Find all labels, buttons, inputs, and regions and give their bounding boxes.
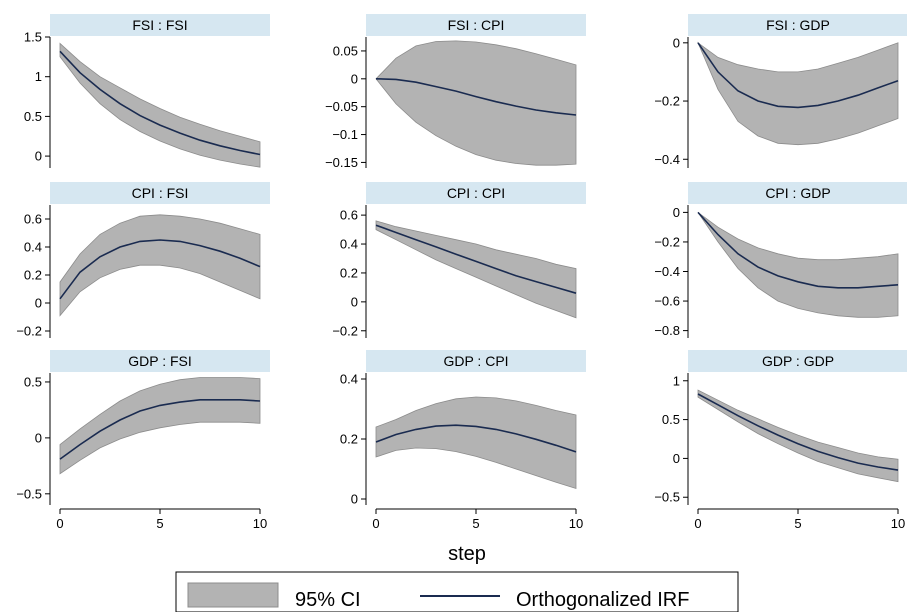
y-tick-label: −0.4: [654, 152, 680, 167]
panel-header: [50, 350, 270, 372]
legend-label-ci: 95% CI: [295, 589, 361, 611]
y-tick-label: 0: [673, 205, 680, 220]
ci-band: [375, 220, 577, 319]
panel-gdp-fsi: GDP : FSI 0.5 0 −0.5 0 5 10: [16, 350, 270, 531]
irf-line: [375, 78, 577, 116]
panel-fsi-gdp: FSI : GDP 0 −0.2 −0.4: [654, 14, 907, 168]
y-tick-label: −0.4: [654, 264, 680, 279]
y-tick-label: −0.5: [654, 490, 680, 505]
legend-label-irf: Orthogonalized IRF: [516, 589, 689, 611]
panel-header: [688, 350, 907, 372]
panel-title: FSI : FSI: [132, 17, 187, 33]
ci-band: [697, 212, 899, 318]
ci-band: [375, 396, 577, 490]
ci-band: [697, 389, 899, 483]
panel-header: [366, 350, 586, 372]
panel-title: GDP : CPI: [443, 353, 508, 369]
panel-header: [366, 182, 586, 204]
y-tick-label: 0.5: [24, 374, 42, 389]
panel-fsi-cpi: FSI : CPI 0.05 0 −0.05 −0.1 −0.15: [325, 14, 586, 170]
ci-band: [59, 214, 261, 317]
y-tick-label: −0.15: [325, 155, 358, 170]
y-tick-label: 0.2: [340, 432, 358, 447]
x-tick-label: 5: [156, 516, 163, 531]
y-tick-label: −0.2: [654, 234, 680, 249]
panel-header: [50, 182, 270, 204]
panel-title: FSI : CPI: [448, 17, 505, 33]
y-tick-label: 0.4: [24, 240, 42, 255]
y-tick-label: 0.5: [24, 109, 42, 124]
y-tick-label: 0.05: [333, 43, 358, 58]
y-tick-label: 0.2: [340, 265, 358, 280]
y-tick-label: 0.5: [662, 412, 680, 427]
x-tick-label: 5: [472, 516, 479, 531]
panel-grid: FSI : FSI 0 0.5 1 1.5 FSI : CPI 0.05 0 −0.05 −0.1…: [16, 14, 907, 531]
panel-cpi-gdp: CPI : GDP 0 −0.2 −0.4 −0.6 −0.8: [654, 182, 907, 338]
y-tick-label: 1.5: [24, 30, 42, 45]
y-tick-label: 0: [351, 492, 358, 507]
x-tick-label: 0: [694, 516, 701, 531]
y-tick-label: 0.2: [24, 268, 42, 283]
panel-title: FSI : GDP: [766, 17, 830, 33]
ci-band: [697, 41, 899, 146]
panel-title: GDP : FSI: [128, 353, 192, 369]
y-tick-label: 0: [35, 149, 42, 164]
y-tick-label: 0: [351, 294, 358, 309]
y-tick-label: −0.2: [332, 323, 358, 338]
panel-title: CPI : GDP: [765, 185, 830, 201]
panel-fsi-fsi: FSI : FSI 0 0.5 1 1.5: [24, 14, 270, 168]
x-axis-label: step: [448, 543, 486, 565]
panel-cpi-fsi: CPI : FSI 0.6 0.4 0.2 0 −0.2: [16, 182, 270, 339]
ci-band: [375, 40, 577, 166]
irf-line: [697, 393, 899, 471]
panel-title: CPI : CPI: [447, 185, 505, 201]
panel-gdp-cpi: GDP : CPI 0.4 0.2 00 5 10: [340, 350, 586, 531]
y-tick-label: −0.1: [332, 127, 358, 142]
y-tick-label: 0.6: [340, 208, 358, 223]
irf-line: [59, 50, 261, 156]
y-tick-label: 1: [673, 373, 680, 388]
x-tick-label: 5: [794, 516, 801, 531]
y-tick-label: −0.2: [654, 94, 680, 109]
y-tick-label: 0.4: [340, 372, 358, 387]
y-tick-label: 1: [35, 69, 42, 84]
panel-header: [688, 14, 907, 36]
y-tick-label: −0.05: [325, 99, 358, 114]
x-tick-label: 0: [372, 516, 379, 531]
y-tick-label: −0.8: [654, 323, 680, 338]
y-tick-label: −0.6: [654, 294, 680, 309]
y-tick-label: 0: [673, 35, 680, 50]
panel-header: [366, 14, 586, 36]
y-tick-label: −0.5: [16, 486, 42, 501]
irf-line: [59, 399, 261, 460]
panel-cpi-cpi: CPI : CPI 0.6 0.4 0.2 0 −0.2: [332, 182, 586, 338]
ci-band: [59, 42, 261, 168]
y-tick-label: 0.4: [340, 237, 358, 252]
y-tick-label: 0: [35, 296, 42, 311]
irf-line: [375, 424, 577, 453]
panel-header: [50, 14, 270, 36]
x-tick-label: 10: [569, 516, 583, 531]
panel-title: GDP : GDP: [762, 353, 834, 369]
y-tick-label: 0: [351, 71, 358, 86]
x-tick-label: 10: [253, 516, 267, 531]
legend-band-swatch: [187, 582, 279, 608]
panel-title: CPI : FSI: [132, 185, 189, 201]
ci-band: [59, 377, 261, 475]
irf-line: [697, 211, 899, 289]
panel-gdp-gdp: GDP : GDP 1 0.5 0 −0.5 0 5 10: [654, 350, 907, 531]
y-tick-label: 0.6: [24, 212, 42, 227]
y-tick-label: 0: [35, 430, 42, 445]
y-tick-label: −0.2: [16, 324, 42, 339]
x-tick-label: 10: [891, 516, 905, 531]
panel-header: [688, 182, 907, 204]
y-tick-label: 0: [673, 451, 680, 466]
irf-line: [697, 42, 899, 109]
irf-line: [59, 239, 261, 300]
x-tick-label: 0: [56, 516, 63, 531]
irf-line: [375, 224, 577, 294]
legend: 95% CI Orthogonalized IRF: [175, 571, 739, 612]
